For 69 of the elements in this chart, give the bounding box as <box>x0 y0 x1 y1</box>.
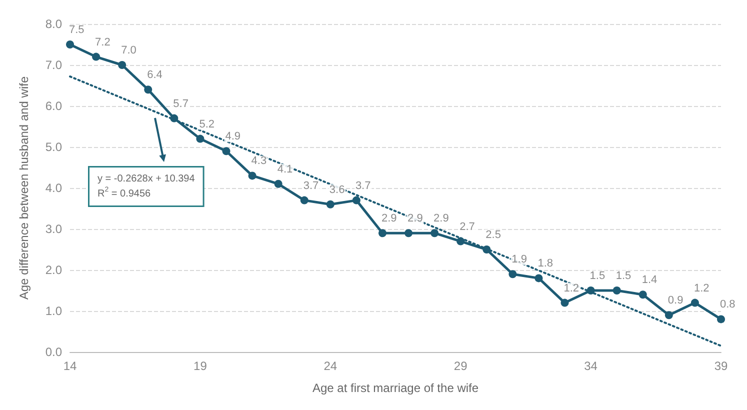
point <box>690 298 699 307</box>
data-label: 2.9 <box>408 212 423 225</box>
point <box>404 229 413 238</box>
data-label: 2.7 <box>460 220 475 233</box>
point <box>482 246 491 254</box>
data-label: 7.2 <box>95 36 110 48</box>
point <box>66 40 74 48</box>
data-label: 4.1 <box>277 163 293 176</box>
point <box>508 270 517 278</box>
point <box>118 61 126 69</box>
point <box>196 134 204 143</box>
point <box>352 196 360 204</box>
data-label: 4.9 <box>225 130 241 143</box>
point <box>612 286 621 294</box>
data-label: 1.5 <box>590 270 606 282</box>
point <box>222 147 230 156</box>
y-tick-label: 1.0 <box>45 304 62 318</box>
x-tick-label: 24 <box>324 359 338 373</box>
data-label: 1.4 <box>642 274 658 286</box>
data-label: 7.5 <box>69 24 84 36</box>
point <box>560 298 569 307</box>
point <box>664 311 673 320</box>
data-label: 6.4 <box>147 69 162 82</box>
point <box>326 200 334 208</box>
data-label: 3.7 <box>303 180 319 192</box>
point <box>170 114 178 122</box>
data-label: 0.9 <box>668 294 684 307</box>
x-tick-label: 14 <box>63 359 77 373</box>
data-label: 0.8 <box>720 298 736 311</box>
point <box>638 290 647 299</box>
y-tick-label: 4.0 <box>45 181 62 195</box>
point <box>430 229 439 238</box>
y-tick-label: 3.0 <box>45 222 62 236</box>
data-label: 2.5 <box>486 229 501 241</box>
data-label: 2.9 <box>434 212 449 225</box>
data-label: 5.7 <box>173 98 188 110</box>
data-label: 3.6 <box>329 184 345 196</box>
y-axis-title: Age difference between husband and wife <box>17 76 31 300</box>
point <box>378 229 386 238</box>
y-tick-label: 5.0 <box>45 140 62 154</box>
point <box>717 315 725 324</box>
x-tick-label: 19 <box>194 359 208 373</box>
point <box>456 237 465 246</box>
data-label: 1.9 <box>512 254 527 266</box>
point <box>144 86 152 94</box>
point <box>248 172 256 180</box>
data-label: 1.5 <box>616 270 632 282</box>
point <box>586 286 595 294</box>
y-tick-label: 6.0 <box>45 99 62 113</box>
point <box>534 274 543 282</box>
data-label: 4.3 <box>251 155 267 168</box>
x-tick-label: 34 <box>584 359 598 373</box>
y-tick-label: 0.0 <box>45 345 62 359</box>
point <box>300 196 308 204</box>
y-tick-label: 7.0 <box>45 58 62 72</box>
y-tick-label: 8.0 <box>45 17 62 31</box>
y-tick-label: 2.0 <box>45 263 62 277</box>
x-tick-label: 29 <box>454 359 468 373</box>
point <box>274 180 282 188</box>
data-label: 1.2 <box>564 282 580 294</box>
x-axis-title: Age at first marriage of the wife <box>312 381 479 395</box>
data-label: 1.8 <box>538 258 554 270</box>
data-label: 7.0 <box>121 44 136 56</box>
x-tick-label: 39 <box>714 359 728 373</box>
data-label: 2.9 <box>381 212 397 225</box>
data-label: 5.2 <box>199 118 214 130</box>
data-label: 1.2 <box>694 282 710 294</box>
data-label: 3.7 <box>355 180 371 192</box>
point <box>92 52 100 61</box>
